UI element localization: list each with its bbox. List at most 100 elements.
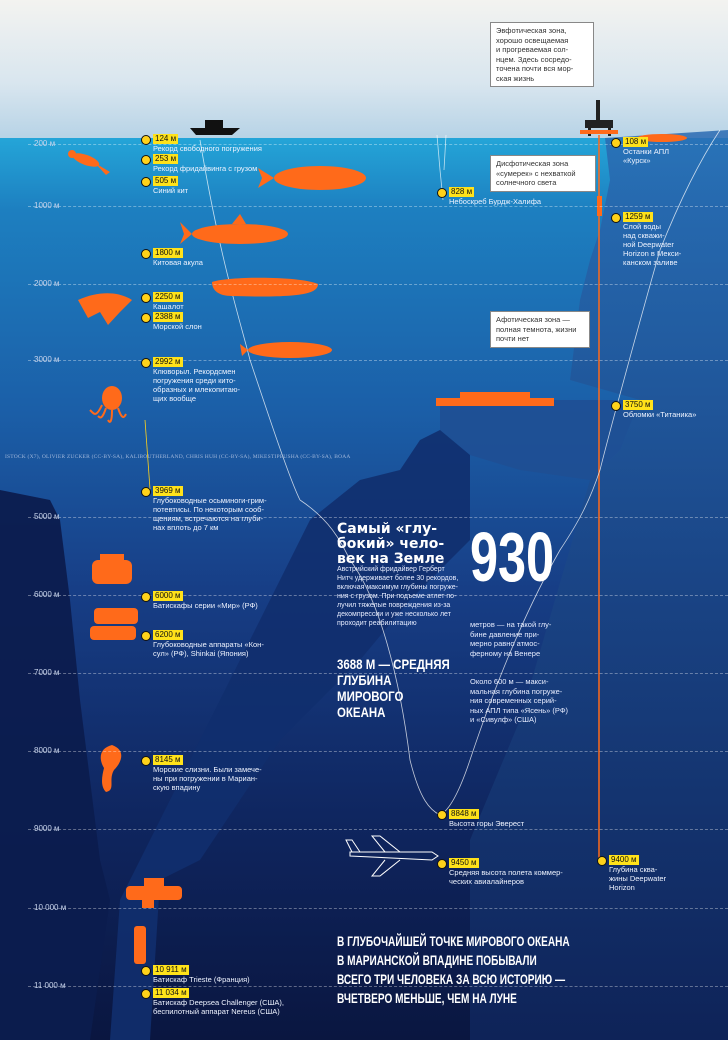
depth-marker-dot bbox=[141, 177, 151, 187]
depth-gridline bbox=[28, 986, 728, 987]
depth-entry: 8145 м Морские слизни. Были замече- ны пр… bbox=[153, 755, 283, 792]
depth-marker-dot bbox=[437, 810, 447, 820]
kursk-submarine-icon bbox=[637, 134, 687, 142]
depth-gridline bbox=[28, 360, 728, 361]
depth-entry: 2250 м Кашалот bbox=[153, 292, 273, 311]
depth-label: 200 м bbox=[34, 139, 56, 148]
depth-entry: 8848 м Высота горы Эверест bbox=[449, 809, 569, 828]
depth-value-badge: 8848 м bbox=[449, 809, 479, 819]
depth-description: Батискаф Trieste (Франция) bbox=[153, 975, 250, 984]
depth-description: Небоскреб Бурдж-Халифа bbox=[449, 197, 542, 206]
depth-marker-dot bbox=[611, 401, 621, 411]
depth-description: Батискафы серии «Мир» (РФ) bbox=[153, 601, 258, 610]
drill-top-segment bbox=[597, 196, 602, 216]
dysphotic-zone-note: Дисфотическая зона «сумерек» с нехваткой… bbox=[490, 155, 596, 192]
konsul-vessel-icon bbox=[90, 608, 138, 640]
depth-marker-dot bbox=[597, 856, 607, 866]
depth-entry: 9400 м Глубина сква- жины Deepwater Horiz… bbox=[609, 855, 689, 892]
depth-label: 11 000 м bbox=[34, 981, 66, 990]
depth-entry: 3750 м Обломки «Титаника» bbox=[623, 400, 723, 419]
depth-value-badge: 1259 м bbox=[623, 212, 653, 222]
depth-description: Морской слон bbox=[153, 322, 202, 331]
depth-description: Батискаф Deepsea Challenger (США), беспи… bbox=[153, 998, 285, 1016]
left-trench-wall bbox=[0, 490, 110, 1040]
depth-label: 5000 м bbox=[34, 512, 60, 521]
depth-gridline bbox=[28, 206, 728, 207]
depth-description: Рекорд фридайвинга с грузом bbox=[153, 164, 258, 173]
depth-entry: 124 м Рекорд свободного погружения bbox=[153, 134, 283, 153]
depth-label: 7000 м bbox=[34, 668, 60, 677]
depth-value-badge: 9450 м bbox=[449, 858, 479, 868]
octopus-icon bbox=[89, 386, 127, 423]
depth-marker-dot bbox=[141, 756, 151, 766]
depth-description: Слой воды над скважи- ной Deepwater Hori… bbox=[623, 222, 682, 267]
depth-marker-dot bbox=[141, 293, 151, 303]
depth-value-badge: 9400 м bbox=[609, 855, 639, 865]
depth-label: 3000 м bbox=[34, 355, 60, 364]
depth-description: Обломки «Титаника» bbox=[623, 410, 697, 419]
euphotic-zone-note: Эвфотическая зона, хорошо освещаемая и п… bbox=[490, 22, 594, 87]
depth-gridline bbox=[28, 829, 728, 830]
depth-value-badge: 6200 м bbox=[153, 630, 183, 640]
depth-entry: 6200 м Глубоководные аппараты «Кон- сул» … bbox=[153, 630, 283, 658]
depth-marker-dot bbox=[141, 487, 151, 497]
depth-value-badge: 2992 м bbox=[153, 357, 183, 367]
depth-entry: 505 м Синий кит bbox=[153, 176, 283, 195]
freediver-icon bbox=[68, 150, 110, 175]
depth-label: 10 000 м bbox=[34, 903, 67, 912]
depth-entry: 1259 м Слой воды над скважи- ной Deepwate… bbox=[623, 212, 703, 267]
airliner-icon bbox=[345, 835, 439, 877]
average-depth-statement: 3688 М — СРЕДНЯЯ ГЛУБИНА МИРОВОГО ОКЕАНА bbox=[337, 656, 450, 720]
submarine-depth-note: Около 600 м — макси- мальная глубина пог… bbox=[470, 677, 569, 724]
depth-description: Средняя высота полета коммер- ческих ави… bbox=[449, 868, 563, 886]
photo-credit: ISTOCK (X7), OLIVIER ZUCKER (CC-BY-SA), … bbox=[5, 454, 351, 460]
depth-gridline bbox=[28, 751, 728, 752]
depth-value-badge: 8145 м bbox=[153, 755, 183, 765]
depth-description: Кашалот bbox=[153, 302, 184, 311]
depth-description: Морские слизни. Были замече- ны при погр… bbox=[153, 765, 262, 792]
depth-entry: 253 м Рекорд фридайвинга с грузом bbox=[153, 154, 283, 173]
depth-entry: 108 м Останки АПЛ «Курск» bbox=[623, 137, 703, 165]
depth-description: Высота горы Эверест bbox=[449, 819, 525, 828]
depth-marker-dot bbox=[611, 138, 621, 148]
depth-entry: 2388 м Морской слон bbox=[153, 312, 273, 331]
depth-entry: 10 911 м Батискаф Trieste (Франция) bbox=[153, 965, 303, 984]
depth-value-badge: 253 м bbox=[153, 154, 179, 164]
depth-entry: 828 м Небоскреб Бурдж-Халифа bbox=[449, 187, 569, 206]
depth-label: 1000 м bbox=[34, 201, 60, 210]
depth-description: Рекорд свободного погружения bbox=[153, 144, 262, 153]
deepsea-challenger-icon bbox=[134, 926, 146, 964]
depth-label: 9000 м bbox=[34, 824, 60, 833]
depth-marker-dot bbox=[141, 249, 151, 259]
depth-entry: 2992 м Клюворыл. Рекордсмен погружения ср… bbox=[153, 357, 283, 403]
depth-marker-dot bbox=[611, 213, 621, 223]
depth-value-badge: 124 м bbox=[153, 134, 179, 144]
depth-entry: 9450 м Средняя высота полета коммер- ческ… bbox=[449, 858, 579, 886]
depth-entry: 3969 м Глубоководные осьминоги-грим- поте… bbox=[153, 486, 283, 532]
beaked-whale-icon bbox=[240, 342, 332, 358]
depth-gridline bbox=[28, 673, 728, 674]
depth-gridline bbox=[28, 144, 728, 145]
depth-value-badge: 3750 м bbox=[623, 400, 653, 410]
depth-description: Глубоководные осьминоги-грим- потевтисы.… bbox=[153, 496, 267, 532]
depth-gridline bbox=[28, 595, 728, 596]
depth-value-badge: 2388 м bbox=[153, 312, 183, 322]
depth-description: Глубина сква- жины Deepwater Horizon bbox=[609, 865, 667, 892]
sky bbox=[0, 0, 728, 138]
depth-marker-dot bbox=[141, 135, 151, 145]
depth-value-badge: 108 м bbox=[623, 137, 649, 147]
depth-marker-dot bbox=[437, 188, 447, 198]
right-slope bbox=[440, 400, 640, 480]
depth-description: Синий кит bbox=[153, 186, 189, 195]
trieste-bathyscaphe-icon bbox=[126, 878, 182, 908]
depth-label: 6000 м bbox=[34, 590, 60, 599]
depth-marker-dot bbox=[141, 155, 151, 165]
depth-label: 2000 м bbox=[34, 279, 60, 288]
depth-value-badge: 2250 м bbox=[153, 292, 183, 302]
depth-gridline bbox=[28, 517, 728, 518]
depth-description: Глубоководные аппараты «Кон- сул» (РФ), … bbox=[153, 640, 264, 658]
titanic-icon bbox=[436, 392, 554, 406]
depth-label: 8000 м bbox=[34, 746, 60, 755]
depth-description: Китовая акула bbox=[153, 258, 203, 267]
